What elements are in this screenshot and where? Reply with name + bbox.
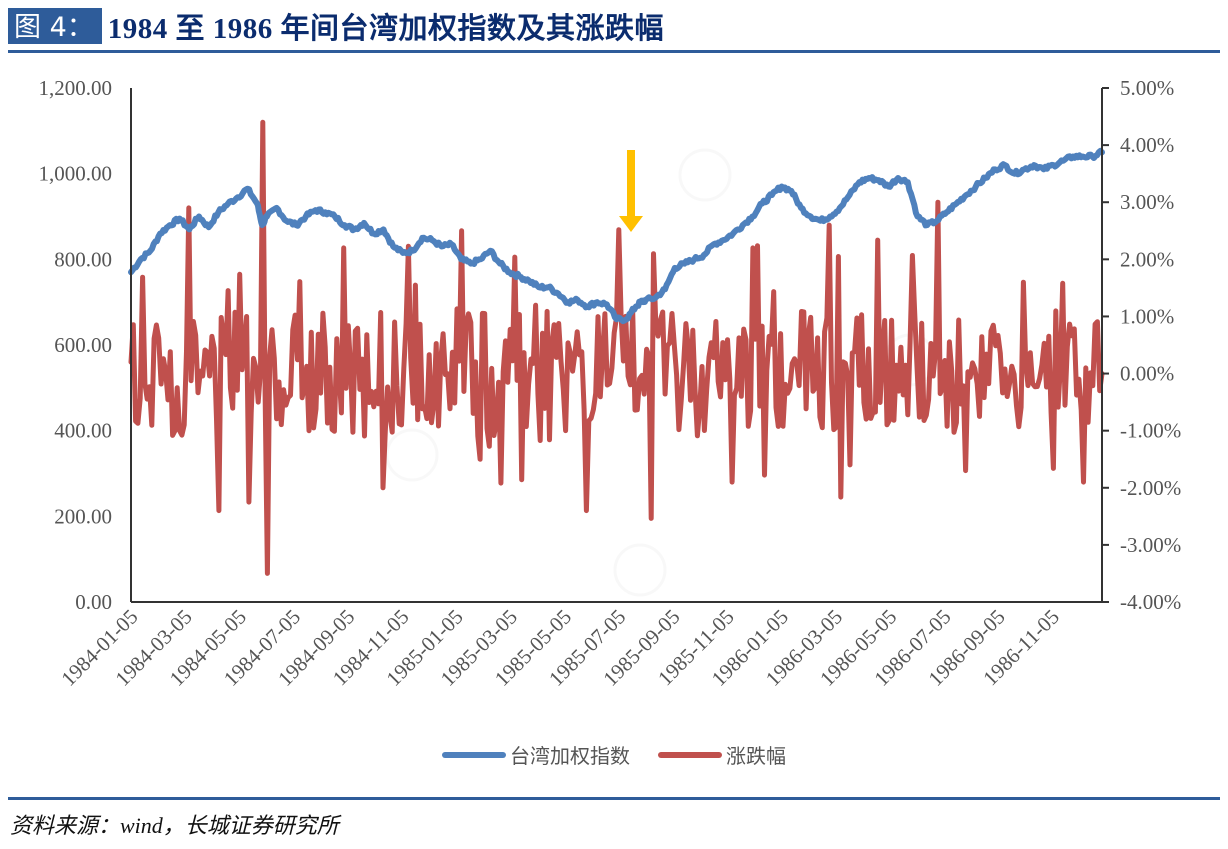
right-tick-label: 4.00% bbox=[1120, 133, 1174, 157]
left-axis-labels: 0.00 200.00 400.00 600.00 800.00 1,000.00 1,20… bbox=[39, 76, 113, 614]
right-tick-label: -4.00% bbox=[1120, 590, 1181, 614]
source-note: 资料来源：wind，长城证券研究所 bbox=[10, 813, 339, 838]
left-tick-label: 0.00 bbox=[75, 590, 112, 614]
down-arrow-icon bbox=[619, 150, 643, 232]
right-tick-label: -2.00% bbox=[1120, 476, 1181, 500]
left-tick-label: 400.00 bbox=[54, 419, 112, 443]
figure-title: 1984 至 1986 年间台湾加权指数及其涨跌幅 bbox=[107, 13, 665, 45]
right-tick-label: 0.00% bbox=[1120, 362, 1174, 386]
legend-label-index: 台湾加权指数 bbox=[510, 744, 630, 768]
right-tick-label: -3.00% bbox=[1120, 533, 1181, 557]
axes bbox=[130, 88, 1103, 603]
index-series bbox=[128, 147, 1105, 325]
legend-label-change: 涨跌幅 bbox=[726, 744, 786, 768]
left-tick-label: 600.00 bbox=[54, 333, 112, 357]
left-tick-label: 200.00 bbox=[54, 504, 112, 528]
legend-swatch-change bbox=[658, 751, 722, 758]
x-axis-labels: 1984-01-051984-03-051984-05-051984-07-05… bbox=[56, 605, 1064, 691]
title-divider bbox=[8, 50, 1220, 53]
figure-title-bar: 图 4： 1984 至 1986 年间台湾加权指数及其涨跌幅 bbox=[8, 6, 664, 46]
legend-item-index: 台湾加权指数 bbox=[442, 740, 630, 769]
right-tick-label: -1.00% bbox=[1120, 419, 1181, 443]
legend-item-change: 涨跌幅 bbox=[658, 740, 786, 769]
right-tick-label: 1.00% bbox=[1120, 304, 1174, 328]
right-axis-labels: -4.00% -3.00% -2.00% -1.00% 0.00% 1.00% 2.00% 3… bbox=[1102, 76, 1181, 614]
chart: 0.00 200.00 400.00 600.00 800.00 1,000.00 1,20… bbox=[39, 76, 1182, 691]
legend: 台湾加权指数 涨跌幅 bbox=[0, 740, 1228, 769]
footer-divider bbox=[8, 797, 1220, 800]
left-tick-label: 800.00 bbox=[54, 247, 112, 271]
left-tick-label: 1,200.00 bbox=[39, 76, 113, 100]
left-tick-label: 1,000.00 bbox=[39, 162, 113, 186]
right-tick-label: 2.00% bbox=[1120, 247, 1174, 271]
right-tick-label: 5.00% bbox=[1120, 76, 1174, 100]
legend-swatch-index bbox=[442, 751, 506, 758]
figure-label: 图 4： bbox=[8, 8, 102, 44]
right-tick-label: 3.00% bbox=[1120, 190, 1174, 214]
change-pct-series bbox=[128, 119, 1105, 576]
